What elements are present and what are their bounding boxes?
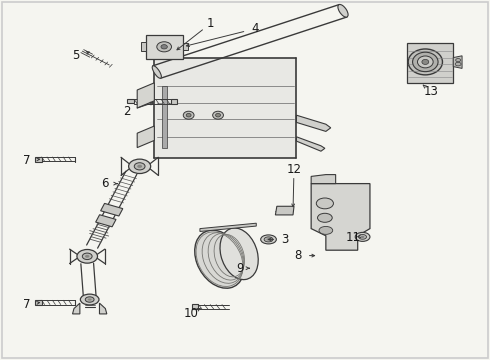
Ellipse shape (216, 113, 220, 117)
Text: 8: 8 (294, 249, 302, 262)
Text: 6: 6 (101, 177, 109, 190)
Ellipse shape (361, 236, 364, 238)
Ellipse shape (413, 52, 438, 72)
Text: 13: 13 (424, 85, 439, 98)
Text: 2: 2 (122, 105, 130, 118)
Polygon shape (311, 184, 370, 250)
Text: 7: 7 (23, 154, 31, 167)
Ellipse shape (88, 298, 92, 301)
Polygon shape (311, 175, 336, 184)
Polygon shape (141, 42, 146, 51)
Ellipse shape (338, 4, 348, 17)
Text: 5: 5 (72, 49, 80, 62)
Text: 12: 12 (287, 163, 301, 176)
Ellipse shape (220, 228, 258, 280)
Ellipse shape (128, 159, 151, 174)
Ellipse shape (318, 213, 332, 222)
Ellipse shape (261, 235, 276, 244)
Ellipse shape (417, 56, 433, 68)
Polygon shape (100, 203, 123, 216)
Ellipse shape (82, 253, 92, 260)
Polygon shape (200, 223, 256, 231)
Bar (171, 99, 177, 104)
Polygon shape (275, 206, 294, 215)
Polygon shape (96, 215, 116, 227)
Ellipse shape (267, 238, 270, 240)
Ellipse shape (422, 59, 429, 64)
Ellipse shape (77, 249, 98, 263)
Ellipse shape (152, 66, 161, 78)
Polygon shape (99, 303, 107, 314)
Ellipse shape (455, 62, 461, 66)
Text: 11: 11 (345, 231, 360, 244)
Text: 3: 3 (281, 233, 289, 246)
Ellipse shape (85, 297, 94, 302)
Polygon shape (154, 58, 296, 158)
Polygon shape (137, 83, 154, 108)
Ellipse shape (134, 163, 145, 170)
Ellipse shape (408, 49, 442, 75)
Ellipse shape (186, 113, 191, 117)
Polygon shape (146, 35, 182, 59)
Ellipse shape (137, 165, 142, 168)
Ellipse shape (183, 111, 194, 119)
Text: 10: 10 (184, 307, 198, 320)
Polygon shape (182, 43, 188, 50)
Polygon shape (453, 56, 462, 68)
Ellipse shape (319, 226, 333, 234)
Polygon shape (162, 86, 167, 148)
Ellipse shape (161, 45, 168, 49)
Bar (35, 157, 42, 162)
Polygon shape (407, 43, 453, 83)
Text: 9: 9 (236, 262, 244, 275)
Polygon shape (296, 137, 325, 151)
Ellipse shape (85, 255, 89, 258)
Ellipse shape (80, 294, 99, 305)
Polygon shape (137, 126, 154, 148)
Bar (35, 300, 42, 305)
Polygon shape (296, 115, 331, 131)
Ellipse shape (355, 233, 370, 242)
Ellipse shape (195, 230, 245, 288)
Text: 4: 4 (251, 22, 259, 35)
Ellipse shape (456, 59, 461, 62)
Polygon shape (73, 303, 80, 314)
Text: 7: 7 (23, 298, 31, 311)
Ellipse shape (264, 237, 273, 242)
Ellipse shape (359, 235, 367, 239)
Bar (192, 304, 198, 309)
Ellipse shape (213, 111, 223, 119)
Ellipse shape (317, 198, 333, 209)
Bar (127, 99, 134, 103)
Text: 1: 1 (207, 17, 215, 30)
Ellipse shape (157, 42, 172, 52)
